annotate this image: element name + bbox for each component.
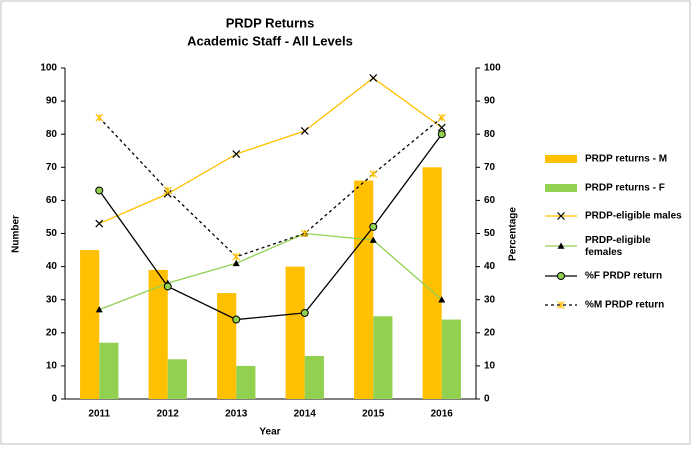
y2-axis-label: Percentage (508, 207, 519, 261)
bar (80, 250, 100, 399)
y-tick-label: 50 (46, 228, 58, 239)
y2-tick-label: 20 (484, 327, 496, 338)
line-marker (300, 308, 309, 317)
y-axis-label: Number (11, 215, 22, 253)
line-marker (438, 296, 446, 303)
bar (217, 293, 237, 399)
y-tick-label: 0 (51, 394, 57, 405)
line-marker (300, 229, 309, 238)
y-tick-label: 30 (46, 294, 58, 305)
bar (148, 269, 168, 399)
y2-tick-label: 80 (484, 129, 496, 140)
y-tick-label: 40 (46, 261, 58, 272)
legend-label: PRDP returns - M (585, 154, 667, 165)
x-axis-label: Year (259, 427, 280, 438)
line-marker (369, 236, 377, 243)
y-tick-label: 100 (40, 63, 57, 74)
y2-tick-label: 50 (484, 228, 496, 239)
bar (236, 365, 256, 399)
line-marker (95, 113, 104, 122)
x-tick-label: 2012 (157, 409, 180, 420)
line (98, 117, 443, 258)
bar (99, 342, 119, 399)
line-marker (369, 74, 378, 82)
line-marker (437, 113, 446, 122)
x-tick-label: 2014 (294, 409, 317, 420)
legend-label: PRDP-eligible males (585, 211, 682, 222)
x-tick-label: 2015 (362, 409, 385, 420)
legend-marker (557, 212, 565, 220)
x-tick-label: 2011 (88, 409, 110, 420)
y-tick-label: 60 (46, 195, 58, 206)
legend-label: PRDP-eligible females (585, 235, 651, 258)
legend-label: PRDP returns - F (585, 183, 665, 194)
line (98, 77, 443, 225)
line-marker (369, 169, 378, 178)
y-tick-label: 90 (46, 96, 58, 107)
y2-tick-label: 70 (484, 162, 496, 173)
y2-tick-label: 0 (484, 394, 490, 405)
legend-marker (557, 301, 565, 309)
bar (373, 316, 393, 399)
line-marker (300, 126, 309, 135)
line (98, 133, 443, 321)
bar (422, 167, 442, 399)
bar (167, 359, 187, 399)
y2-tick-label: 90 (484, 96, 496, 107)
line-marker (163, 282, 172, 291)
bar (285, 266, 305, 399)
legend-swatch (545, 184, 577, 192)
line-marker (232, 315, 241, 324)
line-marker (232, 150, 241, 158)
y-tick-label: 20 (46, 327, 58, 338)
chart-title: PRDP Returns (226, 15, 315, 30)
legend-marker (557, 272, 565, 280)
bar (304, 355, 324, 399)
line (99, 232, 443, 311)
legend-label: %F PRDP return (585, 271, 662, 282)
line-marker (95, 306, 103, 313)
y2-tick-label: 100 (484, 63, 501, 74)
y-tick-label: 10 (46, 361, 58, 372)
line-marker (95, 219, 104, 228)
line-marker (437, 130, 446, 139)
y-tick-label: 80 (46, 129, 58, 140)
chart-subtitle: Academic Staff - All Levels (187, 33, 353, 48)
legend-marker (557, 242, 565, 249)
line-marker (232, 259, 240, 267)
bar (441, 319, 461, 399)
x-tick-label: 2013 (225, 409, 248, 420)
y2-tick-label: 10 (484, 361, 496, 372)
line-marker (163, 186, 172, 195)
x-tick-label: 2016 (431, 409, 454, 420)
bar (354, 180, 374, 399)
y2-tick-label: 40 (484, 261, 496, 272)
y2-tick-label: 60 (484, 195, 496, 206)
line-marker (437, 123, 446, 132)
y2-tick-label: 30 (484, 294, 496, 305)
legend-label: %M PRDP return (585, 300, 664, 311)
line-marker (232, 252, 241, 261)
line-marker (95, 186, 104, 195)
y-tick-label: 70 (46, 162, 58, 173)
line-marker (369, 222, 378, 231)
legend-swatch (545, 155, 577, 163)
